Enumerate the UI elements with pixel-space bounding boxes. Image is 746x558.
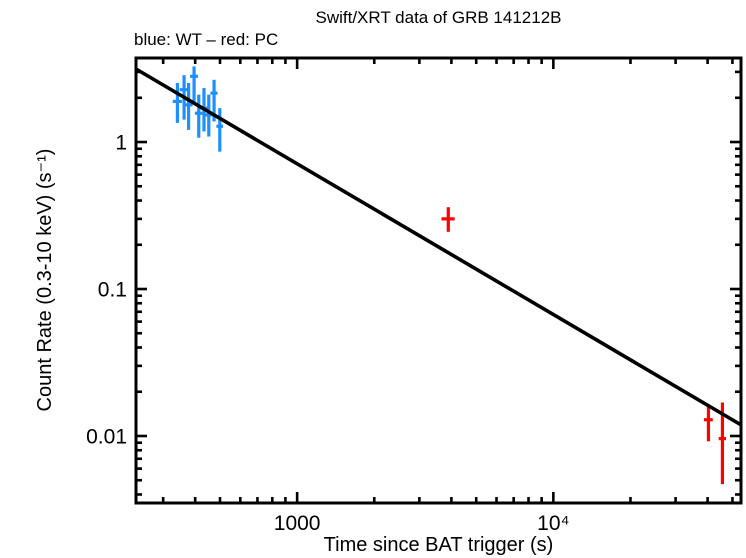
x-tick-label: 1000 [274, 512, 321, 535]
y-tick-label: 1 [115, 132, 127, 155]
y-axis-label: Count Rate (0.3-10 keV) (s⁻¹) [34, 148, 56, 412]
plot-frame [134, 56, 743, 505]
x-tick-label: 10⁴ [537, 512, 569, 535]
chart-legend: blue: WT – red: PC [134, 30, 279, 49]
chart-title: Swift/XRT data of GRB 141212B [315, 8, 562, 27]
y-tick-label: 0.01 [86, 425, 127, 448]
fit-line [135, 67, 742, 427]
y-tick-label: 0.1 [98, 279, 127, 302]
x-axis-label: Time since BAT trigger (s) [323, 534, 554, 556]
